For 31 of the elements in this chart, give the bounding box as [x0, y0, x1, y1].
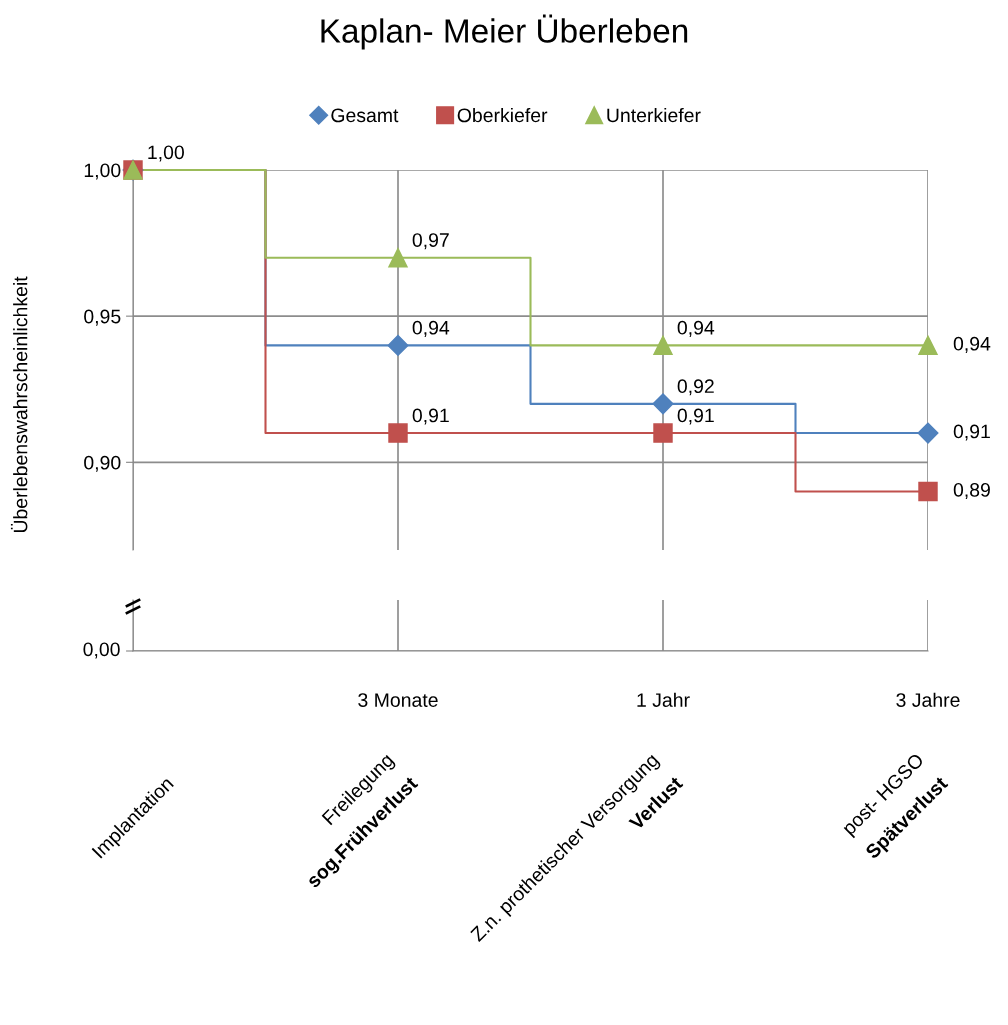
legend-label: Oberkiefer — [457, 107, 548, 123]
point — [388, 423, 408, 443]
text: 0,00 — [83, 642, 120, 659]
data-label: 0,91 — [412, 408, 449, 425]
y-tick-label: 0,90 — [84, 455, 121, 472]
data-label: 0,92 — [677, 379, 714, 396]
data-label: 0,94 — [412, 320, 450, 337]
category-label: 3 Monate — [358, 693, 438, 707]
data-label: 0,89 — [953, 482, 990, 500]
chart-title: Kaplan- Meier Überleben — [321, 14, 688, 50]
point — [388, 247, 408, 268]
data-label: 0,91 — [953, 424, 990, 441]
data-label: 1,00 — [148, 145, 184, 162]
legend-label: Gesamt — [331, 108, 399, 123]
legend-label: Unterkiefer — [607, 107, 701, 123]
data-label: 0,94 — [953, 336, 991, 353]
point — [387, 334, 409, 356]
point — [918, 335, 938, 356]
data-label: 0,91 — [677, 408, 714, 425]
y-tick-label: 0,95 — [84, 309, 121, 326]
data-label: 0,94 — [677, 320, 715, 337]
point — [917, 422, 939, 444]
category-label: 1 Jahr — [637, 692, 690, 707]
y-tick-label: 1,00 — [84, 163, 121, 180]
point — [653, 335, 673, 356]
category-label: 3 Jahre — [896, 692, 960, 707]
y-axis-title: Überlebenswahrscheinlichkeit — [10, 276, 28, 533]
data-label: 0,97 — [412, 233, 449, 250]
point — [918, 481, 938, 502]
point — [653, 423, 673, 443]
point — [652, 393, 674, 415]
